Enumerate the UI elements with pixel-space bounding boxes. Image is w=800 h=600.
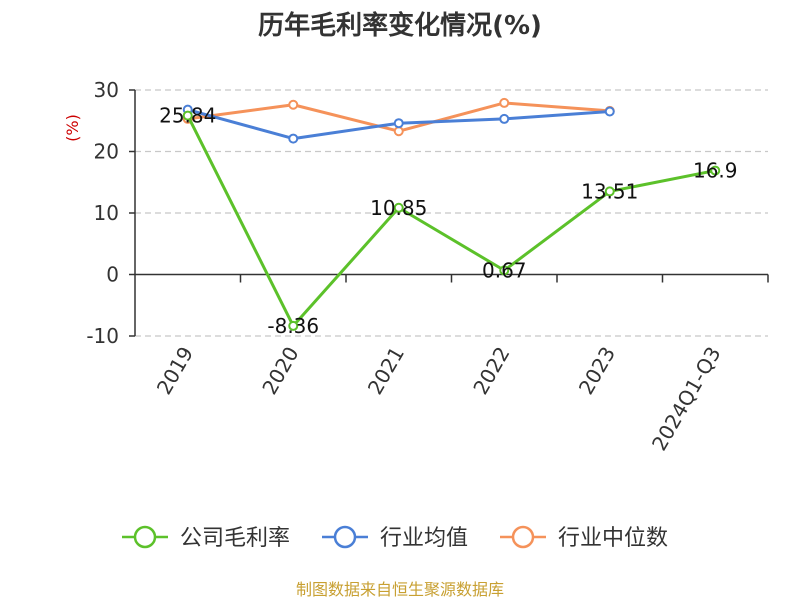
y-tick-labels: 30 20 10 0 -10: [86, 78, 119, 348]
series-line: [186, 114, 716, 328]
chart-title: 历年毛利率变化情况(%): [258, 10, 542, 41]
legend-label: 公司毛利率: [180, 526, 290, 551]
data-point: [499, 113, 510, 124]
x-tick-label: 2021: [363, 343, 409, 399]
y-tick-label: -10: [86, 324, 119, 348]
data-label: 25.84: [159, 104, 216, 128]
legend-label: 行业中位数: [558, 526, 668, 551]
source-text: 制图数据来自恒生聚源数据库: [296, 580, 504, 599]
x-tick-label: 2023: [574, 343, 620, 399]
data-point: [393, 126, 404, 137]
x-tick-label: 2020: [257, 343, 303, 399]
data-point: [288, 320, 299, 331]
x-tick-label: 2024Q1-Q3: [647, 343, 726, 455]
data-point: [393, 118, 404, 129]
data-label: 10.85: [370, 196, 427, 220]
data-point: [499, 265, 510, 276]
data-point: [393, 202, 404, 213]
data-label: 16.9: [693, 159, 738, 183]
grid-lines: [135, 89, 768, 337]
data-point: [499, 97, 510, 108]
y-tick-label: 20: [94, 140, 119, 164]
legend-marker: [333, 525, 357, 549]
axes: [129, 89, 769, 337]
y-tick-label: 0: [106, 263, 119, 287]
legend-marker: [133, 525, 157, 549]
data-point: [288, 133, 299, 144]
data-point: [604, 106, 615, 117]
data-labels: 25.84 -8.36 10.85 0.67 13.51 16.9: [159, 104, 737, 338]
y-tick-label: 10: [94, 201, 119, 225]
data-point: [710, 165, 721, 176]
legend-label: 行业均值: [380, 526, 468, 551]
x-tick-label: 2022: [468, 343, 514, 399]
y-tick-label: 30: [94, 78, 119, 102]
data-point: [604, 186, 615, 197]
x-tick-label: 2019: [152, 343, 198, 399]
legend-marker: [511, 525, 535, 549]
legend: 公司毛利率 行业均值 行业中位数: [122, 525, 668, 551]
series-layer: [182, 97, 721, 331]
x-tick-labels: 2019 2020 2021 2022 2023 2024Q1-Q3: [152, 343, 726, 455]
data-label: -8.36: [267, 314, 319, 338]
data-label: 0.67: [482, 258, 527, 282]
data-label: 13.51: [581, 179, 638, 203]
data-point: [182, 110, 193, 121]
data-point: [288, 99, 299, 110]
y-axis-label: (%): [63, 114, 82, 142]
